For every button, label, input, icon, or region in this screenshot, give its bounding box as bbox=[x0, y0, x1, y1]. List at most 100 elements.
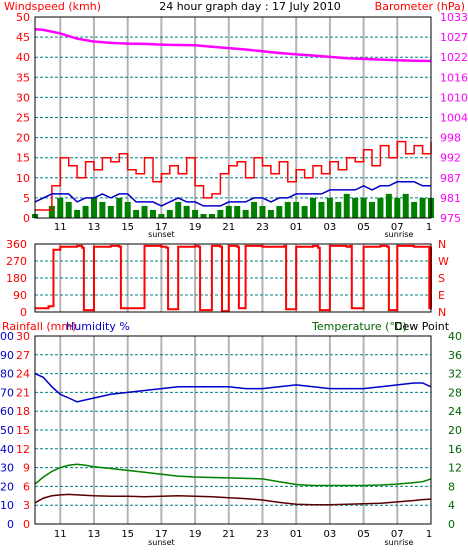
wind-avg-bar-20 bbox=[208, 213, 215, 218]
wind-hour-03: 03 bbox=[324, 222, 337, 233]
temp-hour-end: 1 bbox=[426, 529, 432, 540]
temperature-tick-0: 0 bbox=[448, 518, 455, 531]
rainfall-tick-9: 27 bbox=[16, 349, 30, 362]
rainfall-tick-6: 18 bbox=[16, 405, 30, 418]
dir-left-tick-0: 0 bbox=[20, 306, 27, 319]
temperature-tick-8: 8 bbox=[448, 480, 455, 493]
humidity-tick-100: 100 bbox=[0, 330, 14, 343]
barometer-right-tick-1033: 1033 bbox=[440, 11, 468, 24]
rainfall-tick-5: 15 bbox=[16, 424, 30, 437]
wind-avg-bar-16 bbox=[175, 201, 182, 218]
barometer-right-tick-1027: 1027 bbox=[440, 31, 468, 44]
wind-left-tick-30: 30 bbox=[16, 91, 30, 104]
temp-hour-17: 17 bbox=[155, 529, 168, 540]
dir-frame bbox=[34, 243, 432, 313]
humidity-tick-80: 80 bbox=[0, 368, 14, 381]
barometer-right-tick-1010: 1010 bbox=[440, 91, 468, 104]
temp-hour-11: 11 bbox=[54, 529, 67, 540]
humidity-tick-50: 50 bbox=[0, 424, 14, 437]
wind-left-tick-0: 0 bbox=[23, 212, 30, 225]
wind-avg-bar-44 bbox=[411, 201, 418, 218]
wind-hour-end: 1 bbox=[426, 222, 432, 233]
temperature-tick-16: 16 bbox=[448, 443, 462, 456]
temp-sunrise-label: sunrise bbox=[385, 538, 414, 547]
rainfall-tick-7: 21 bbox=[16, 386, 30, 399]
wind-avg-bar-38 bbox=[360, 197, 367, 218]
temperature-tick-40: 40 bbox=[448, 330, 462, 343]
wind-avg-bar-34 bbox=[326, 197, 333, 218]
rainfall-tick-10: 30 bbox=[16, 330, 30, 343]
wind-avg-bar-8 bbox=[107, 205, 114, 218]
wind-avg-bar-3 bbox=[65, 201, 72, 218]
wind-avg-bar-41 bbox=[385, 193, 392, 218]
graph-title: 24 hour graph day : 17 July 2010 bbox=[159, 0, 341, 13]
wind-avg-bar-27 bbox=[267, 209, 274, 218]
barometer-right-tick-1004: 1004 bbox=[440, 112, 468, 125]
temperature-tick-32: 32 bbox=[448, 368, 462, 381]
temperature-tick-24: 24 bbox=[448, 405, 462, 418]
wind-avg-bar-19 bbox=[200, 213, 207, 218]
wind-avg-bar-2 bbox=[57, 197, 64, 218]
temp-sunset-label: sunset bbox=[148, 538, 175, 547]
wind-avg-bar-1 bbox=[48, 205, 55, 218]
wind-left-tick-15: 15 bbox=[16, 152, 30, 165]
humidity-axis-title: Humidity % bbox=[66, 320, 130, 333]
dir-left-tick-180: 180 bbox=[6, 272, 27, 285]
dir-compass-2: S bbox=[438, 272, 445, 285]
wind-avg-bar-18 bbox=[192, 209, 199, 218]
wind-avg-bar-31 bbox=[301, 205, 308, 218]
barometer-right-tick-998: 998 bbox=[440, 132, 461, 145]
temperature-humidity-panel: Rainfall (mm)Humidity % Temperature (°C)D… bbox=[0, 320, 462, 547]
wind-left-tick-45: 45 bbox=[16, 31, 30, 44]
wind-avg-bar-11 bbox=[133, 209, 140, 218]
wind-avg-bar-43 bbox=[402, 193, 409, 218]
temperature-tick-4: 4 bbox=[448, 499, 455, 512]
wind-hour-11: 11 bbox=[54, 222, 67, 233]
temp-hour-19: 19 bbox=[189, 529, 202, 540]
wind-avg-bar-7 bbox=[99, 201, 106, 218]
humidity-tick-0: 0 bbox=[7, 518, 14, 531]
wind-avg-bar-13 bbox=[149, 209, 156, 218]
barometer-right-tick-992: 992 bbox=[440, 152, 461, 165]
wind-hour-17: 17 bbox=[155, 222, 168, 233]
wind-avg-bar-12 bbox=[141, 205, 148, 218]
wind-avg-bar-9 bbox=[116, 197, 123, 218]
wind-left-tick-40: 40 bbox=[16, 51, 30, 64]
temperature-tick-12: 12 bbox=[448, 462, 462, 475]
wind-avg-bar-24 bbox=[242, 209, 249, 218]
dir-compass-3: E bbox=[438, 289, 445, 302]
wind-sunset-label: sunset bbox=[148, 230, 175, 239]
wind-avg-bar-21 bbox=[217, 209, 224, 218]
barometer-series bbox=[34, 27, 432, 63]
rainfall-tick-3: 9 bbox=[23, 462, 30, 475]
dir-compass-4: N bbox=[438, 306, 446, 319]
humidity-tick-70: 70 bbox=[0, 386, 14, 399]
wind-hour-15: 15 bbox=[121, 222, 134, 233]
wind-barometer-panel: 0510152025303540455097598198799299810041… bbox=[16, 11, 468, 239]
barometer-axis-title: Barometer (hPa) bbox=[375, 0, 465, 13]
wind-left-tick-35: 35 bbox=[16, 71, 30, 84]
humidity-series bbox=[34, 372, 432, 403]
barometer-right-tick-981: 981 bbox=[440, 192, 461, 205]
wind-left-tick-5: 5 bbox=[23, 192, 30, 205]
wind-hour-19: 19 bbox=[189, 222, 202, 233]
dir-left-tick-270: 270 bbox=[6, 255, 27, 268]
temp-hour-05: 05 bbox=[357, 529, 370, 540]
wind-left-tick-20: 20 bbox=[16, 132, 30, 145]
rainfall-tick-8: 24 bbox=[16, 368, 30, 381]
temperature-tick-20: 20 bbox=[448, 424, 462, 437]
wind-avg-bar-32 bbox=[310, 197, 317, 218]
wind-left-tick-25: 25 bbox=[16, 112, 30, 125]
wind-sunrise-label: sunrise bbox=[385, 230, 414, 239]
wind-hour-01: 01 bbox=[290, 222, 303, 233]
temp-hour-07: 07 bbox=[391, 529, 404, 540]
temp-hour-21: 21 bbox=[222, 529, 235, 540]
wind-gust-series bbox=[35, 140, 432, 211]
humidity-tick-40: 40 bbox=[0, 443, 14, 456]
wind-avg-bar-17 bbox=[183, 205, 190, 218]
wind-hour-21: 21 bbox=[222, 222, 235, 233]
temperature-axis-title: Temperature (°C) bbox=[311, 320, 407, 333]
wind-hour-23: 23 bbox=[256, 222, 269, 233]
